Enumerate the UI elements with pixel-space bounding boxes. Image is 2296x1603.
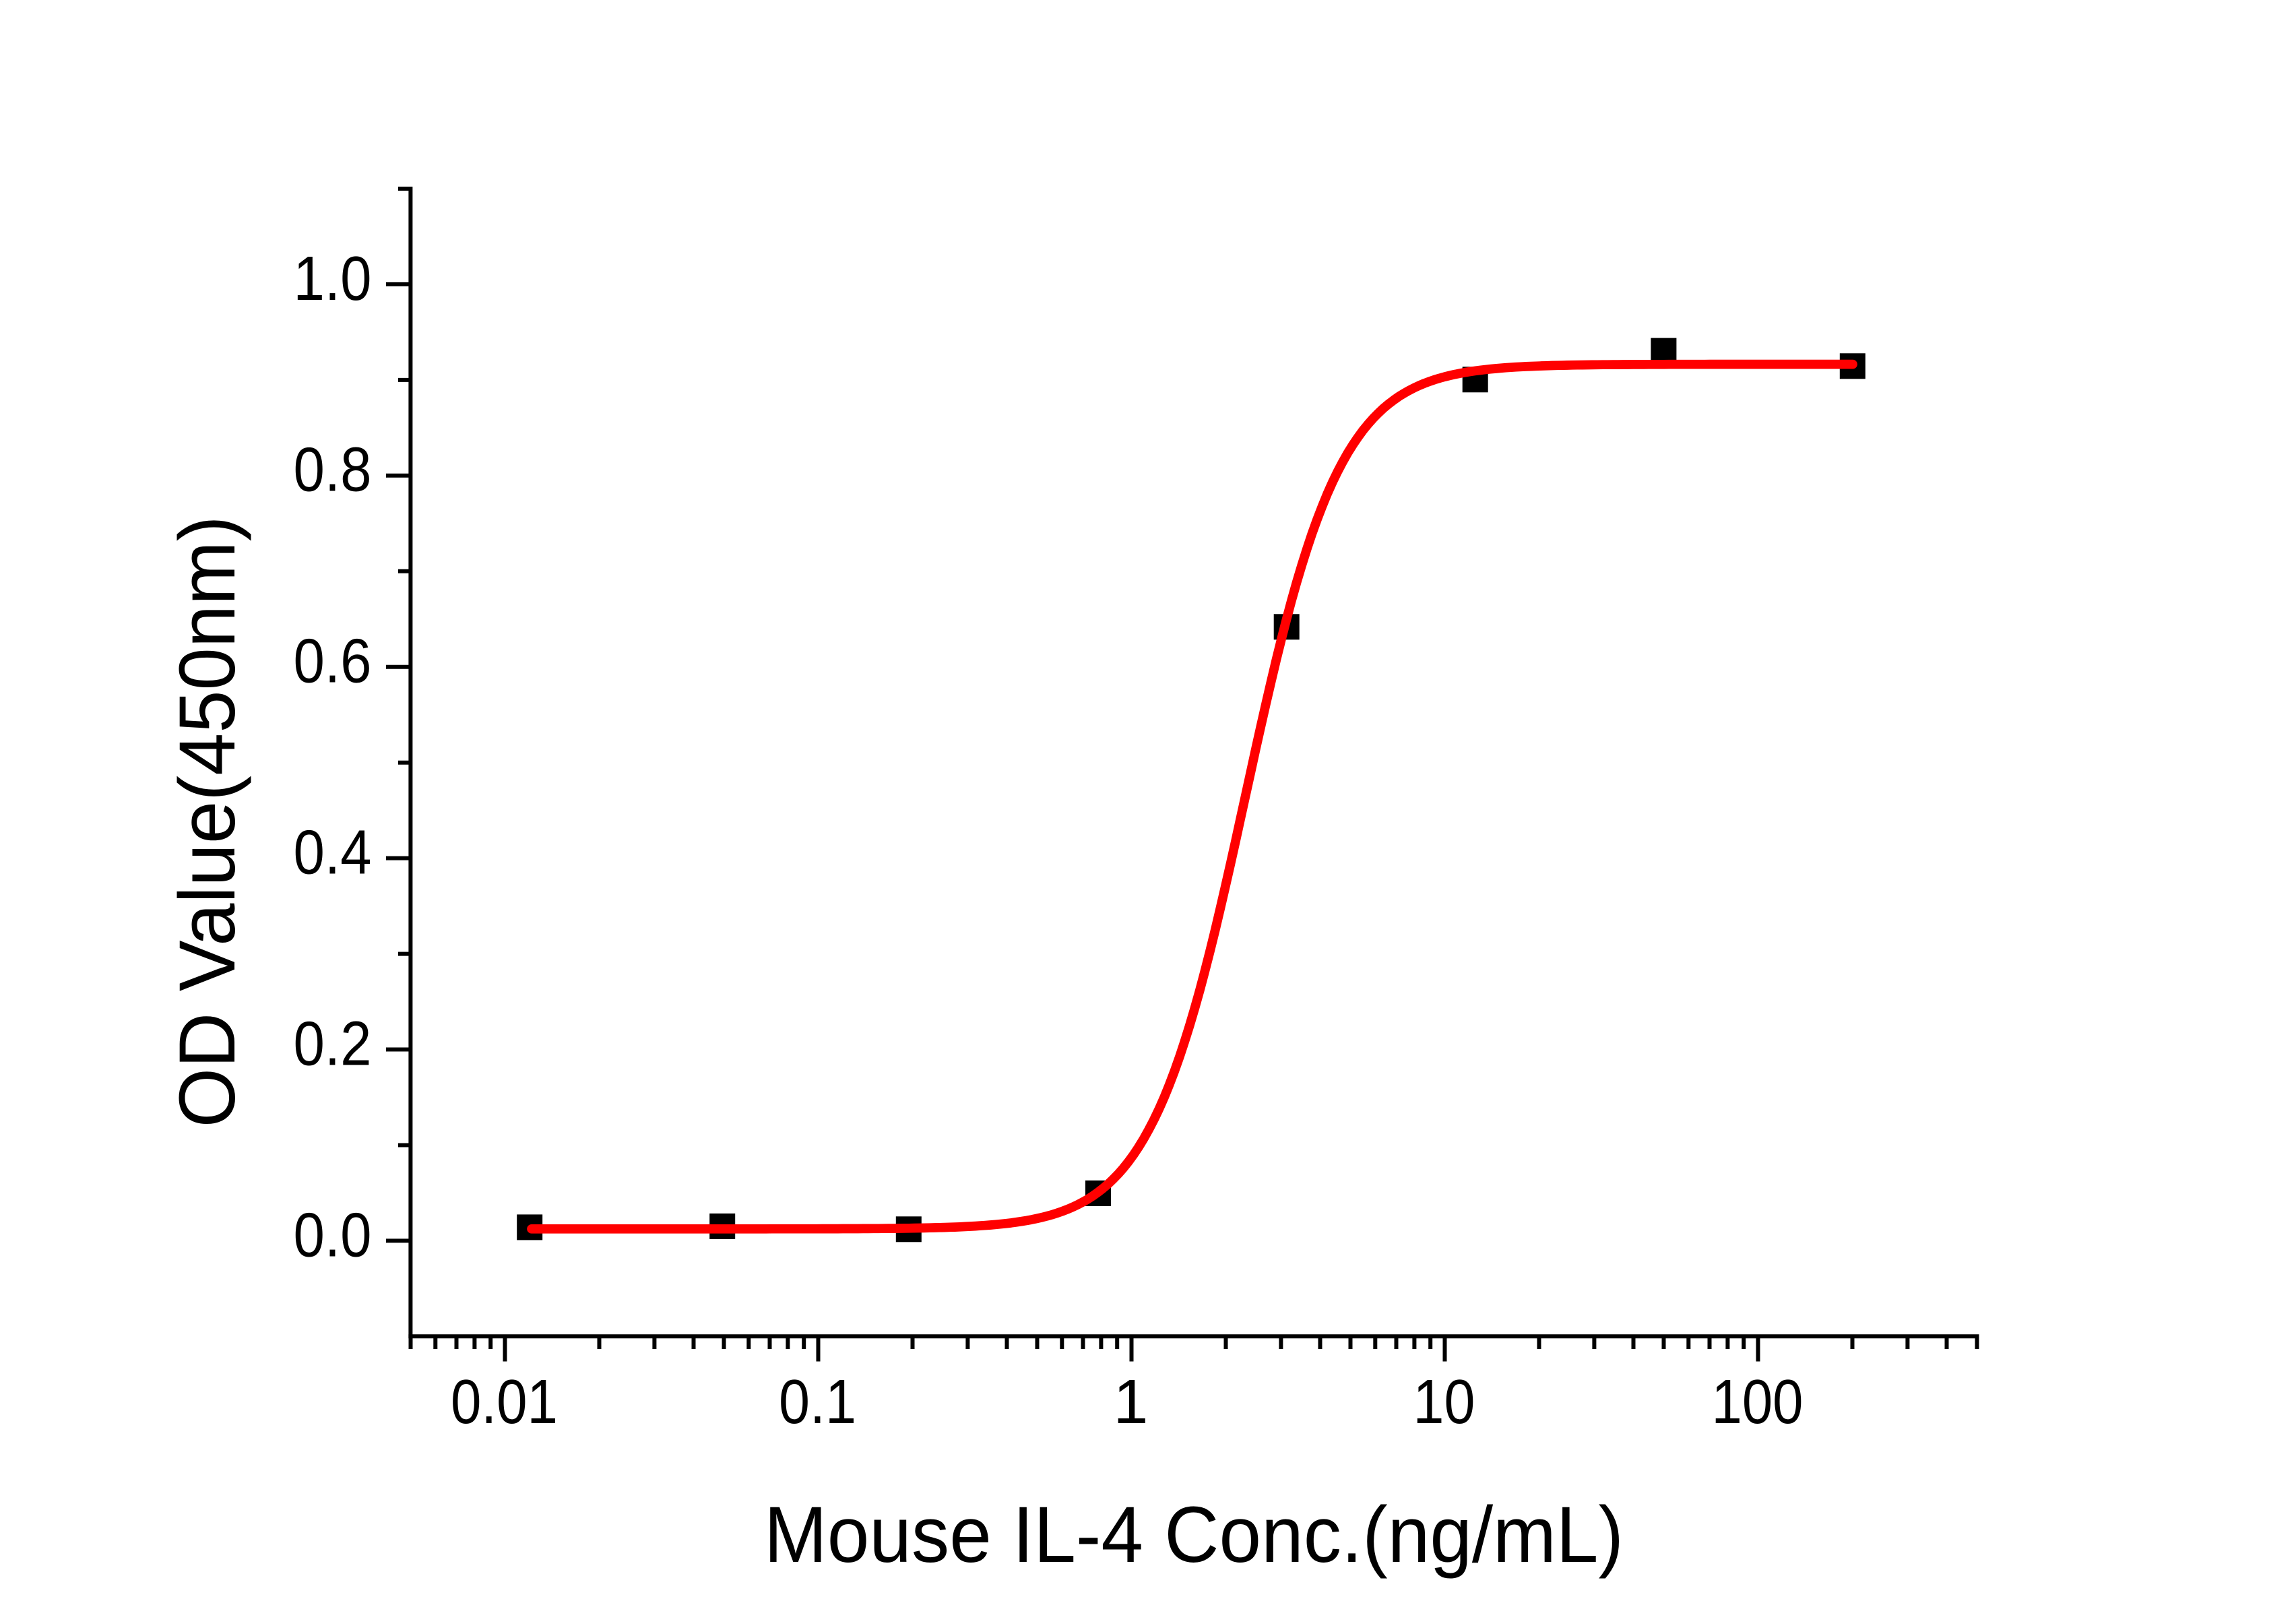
svg-text:Mouse IL-4 Conc.(ng/mL): Mouse IL-4 Conc.(ng/mL) bbox=[764, 1490, 1624, 1579]
svg-text:0.2: 0.2 bbox=[294, 1008, 372, 1078]
svg-text:1.0: 1.0 bbox=[294, 243, 372, 313]
svg-text:10: 10 bbox=[1413, 1366, 1475, 1437]
svg-text:OD Value(450nm): OD Value(450nm) bbox=[163, 515, 252, 1127]
svg-text:0.4: 0.4 bbox=[294, 817, 372, 887]
svg-text:0.6: 0.6 bbox=[294, 626, 372, 696]
svg-text:100: 100 bbox=[1712, 1366, 1804, 1437]
svg-text:0.01: 0.01 bbox=[451, 1366, 558, 1437]
svg-text:0.0: 0.0 bbox=[294, 1199, 372, 1269]
svg-text:1: 1 bbox=[1114, 1366, 1149, 1437]
svg-text:0.8: 0.8 bbox=[294, 435, 372, 505]
svg-text:0.1: 0.1 bbox=[779, 1366, 856, 1437]
